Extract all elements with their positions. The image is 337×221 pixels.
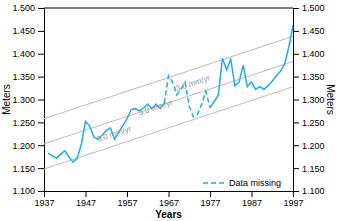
tick-label: 1.150 [12,164,35,174]
tick-label: 1.250 [302,118,325,128]
tick: 1.200 [12,141,44,151]
tick-mark [38,77,44,78]
trend-line [44,62,293,144]
tick: 1997 [283,191,303,208]
axis-line [294,9,300,192]
x-axis: 1937 1947 1957 1967 1977 1987 1997 [34,191,303,208]
tick-label: 1.500 [12,3,35,13]
tick-label: 1967 [159,198,179,208]
legend-swatch [203,182,225,184]
tick: 1.400 [293,49,325,59]
tick-mark [293,122,299,123]
tick: 1937 [34,191,54,208]
tick: 1967 [159,191,179,208]
tick-mark [293,8,299,9]
tick: 1.300 [293,95,325,105]
legend: Data missing [203,178,281,188]
tick-label: 1.250 [12,118,35,128]
tick-mark [38,168,44,169]
tick: 1.250 [293,118,325,128]
tick: 1.350 [12,72,44,82]
trend-line [44,36,293,118]
tick-label: 1937 [34,198,54,208]
tick-label: 1.450 [302,26,325,36]
tick: 1.150 [12,164,44,174]
line [210,25,293,107]
tick: 1987 [242,191,262,208]
annotation: 3.0 mm/yr [96,124,133,144]
tick-mark [293,31,299,32]
tick: 1.200 [293,141,325,151]
tick-label: 1.100 [12,186,35,196]
tick: 1.100 [12,186,44,196]
tick-mark [293,77,299,78]
tick-mark [210,191,211,197]
plot-area [44,25,293,169]
axis-line [38,9,45,192]
legend-label: Data missing [229,178,281,188]
tick: 1.100 [293,186,325,196]
tick: 1.250 [12,118,44,128]
annotation: 3.0 mm/yr [137,98,174,118]
y-axis: 1.100 1.150 1.200 1.250 1.300 1.350 1.400 1.450… [12,3,44,196]
tick-mark [127,191,128,197]
trend-line [44,87,293,169]
tick-mark [38,191,44,192]
x-axis-title: Years [155,209,182,220]
tick-label: 1947 [76,198,96,208]
tick-label: 1.300 [12,95,35,105]
tick: 1.450 [293,26,325,36]
tick-mark [293,54,299,55]
tick-label: 1.300 [302,95,325,105]
tick-mark [38,100,44,101]
tick-label: 1.350 [302,72,325,82]
tick-mark [293,100,299,101]
tick-label: 1957 [117,198,137,208]
tick-label: 1977 [200,198,220,208]
tick: 1947 [76,191,96,208]
tick-label: 1987 [242,198,262,208]
tick-label: 1.150 [302,164,325,174]
tick-mark [169,191,170,197]
y2-axis-title: Meters [325,84,336,115]
tick-mark [86,191,87,197]
tick-mark [38,122,44,123]
tick-label: 1.350 [12,72,35,82]
annotation: 3.0 mm/yr [175,73,212,93]
tick-mark [38,31,44,32]
tick: 1.350 [293,72,325,82]
tick-label: 1.200 [302,141,325,151]
tick-label: 1.400 [302,49,325,59]
axis-line [45,192,294,198]
tick-mark [38,145,44,146]
tick-mark [293,168,299,169]
tick-mark [38,54,44,55]
tick-mark [38,8,44,9]
tick: 1.500 [293,3,325,13]
tick-mark [293,145,299,146]
y2-axis: 1.100 1.150 1.200 1.250 1.300 1.350 1.400 1.450… [293,3,325,196]
tick: 1.450 [12,26,44,36]
tick-mark [293,191,299,192]
tick-label: 1997 [283,198,303,208]
tick: 1977 [200,191,220,208]
chart: 19371947195719671977198719971.1001.1501.… [0,0,337,221]
tick: 1957 [117,191,137,208]
tick-mark [252,191,253,197]
tick-label: 1.450 [12,26,35,36]
tick-label: 1.500 [302,3,325,13]
frame [44,8,293,9]
tick-label: 1.400 [12,49,35,59]
y-axis-title: Meters [1,84,12,115]
tick: 1.300 [12,95,44,105]
tick: 1.150 [293,164,325,174]
trend-labels: 3.0 mm/yr3.0 mm/yr3.0 mm/yr [96,73,212,144]
tick-label: 1.100 [302,186,325,196]
tick-label: 1.200 [12,141,35,151]
tick: 1.500 [12,3,44,13]
tick: 1.400 [12,49,44,59]
